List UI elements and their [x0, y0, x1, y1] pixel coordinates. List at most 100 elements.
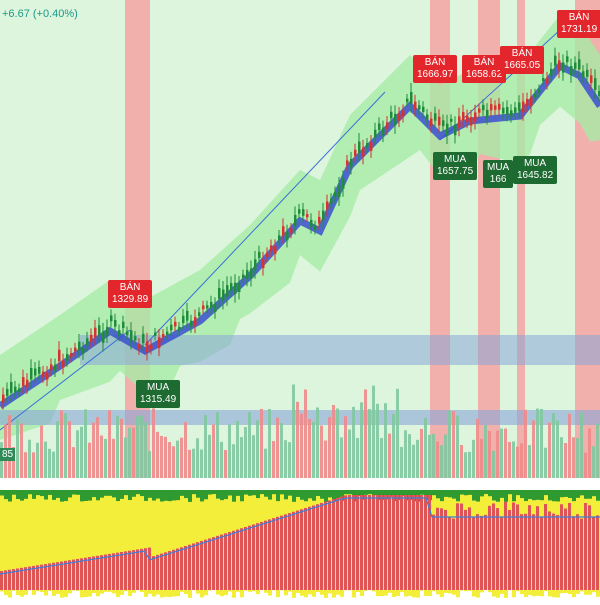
- volume-bar: [288, 442, 291, 478]
- osc-red: [352, 495, 355, 590]
- osc-red: [548, 511, 551, 590]
- osc-red: [264, 520, 267, 590]
- candle: [90, 334, 93, 342]
- volume-bar: [500, 428, 503, 478]
- osc-yellow: [56, 497, 60, 594]
- volume-bar: [520, 443, 523, 478]
- volume-bar: [56, 421, 59, 478]
- osc-red: [440, 508, 443, 590]
- candle: [258, 251, 261, 259]
- osc-yellow: [100, 497, 104, 594]
- volume-bar: [588, 428, 591, 478]
- osc-yellow: [60, 501, 64, 598]
- osc-red: [320, 502, 323, 590]
- volume-bar: [240, 437, 243, 478]
- osc-red: [200, 540, 203, 590]
- signal-price: 1315.49: [140, 394, 177, 405]
- candle: [502, 107, 505, 114]
- candle: [318, 216, 321, 224]
- volume-bar: [232, 444, 235, 478]
- osc-red: [540, 516, 543, 590]
- signal-price: 166: [489, 174, 507, 185]
- volume-bar: [372, 385, 375, 478]
- signal-side: MUA: [146, 382, 170, 393]
- candle: [38, 366, 41, 374]
- osc-red: [84, 557, 87, 590]
- volume-bar: [364, 389, 367, 478]
- candle: [222, 289, 225, 301]
- volume-bar: [516, 446, 519, 478]
- volume-bar: [488, 431, 491, 478]
- ma-ribbon: [0, 61, 600, 409]
- volume-bar: [376, 403, 379, 478]
- volume-bar: [104, 438, 107, 478]
- candle: [134, 336, 137, 341]
- volume-bar: [208, 434, 211, 478]
- candle: [578, 59, 581, 70]
- signal-price: 1665.05: [504, 60, 541, 71]
- volume-bar: [480, 438, 483, 478]
- osc-yellow: [68, 497, 72, 594]
- candle: [142, 333, 145, 344]
- osc-red: [368, 495, 371, 590]
- volume-bar: [512, 441, 515, 478]
- osc-yellow: [28, 494, 32, 591]
- osc-red: [360, 495, 363, 590]
- candle: [530, 96, 533, 107]
- osc-red: [28, 566, 31, 590]
- candle: [6, 388, 9, 396]
- signal-side: MUA: [523, 158, 547, 169]
- osc-red: [572, 516, 575, 590]
- osc-yellow: [120, 498, 124, 595]
- osc-red: [172, 549, 175, 590]
- volume-bar: [580, 412, 583, 478]
- osc-red: [448, 517, 451, 590]
- osc-red: [216, 535, 219, 590]
- volume-bar: [40, 425, 43, 478]
- osc-red: [124, 551, 127, 590]
- candle: [294, 214, 297, 226]
- candle: [338, 185, 341, 198]
- signal-side: BÁN: [511, 48, 533, 59]
- candle: [594, 78, 597, 90]
- volume-bar: [280, 423, 283, 478]
- volume-bar: [112, 438, 115, 478]
- candle: [238, 283, 241, 293]
- osc-yellow: [24, 498, 28, 595]
- osc-red: [96, 555, 99, 590]
- osc-red: [152, 556, 155, 590]
- candle: [262, 259, 265, 269]
- osc-red: [288, 513, 291, 590]
- osc-red: [260, 521, 263, 590]
- candle: [102, 331, 105, 343]
- volume-bar: [128, 427, 131, 478]
- volume-bar: [148, 451, 151, 478]
- volume-bar: [100, 435, 103, 478]
- signal-label: BÁN 1731.19: [557, 10, 600, 38]
- osc-yellow: [16, 499, 20, 596]
- volume-bar: [72, 447, 75, 478]
- osc-yellow: [44, 499, 48, 596]
- candle: [390, 111, 393, 119]
- osc-red: [268, 519, 271, 590]
- volume-bar: [96, 417, 99, 478]
- signal-price: 1731.19: [561, 24, 598, 35]
- volume-bar: [396, 388, 399, 478]
- signal-label: BÁN 1665.05: [500, 46, 545, 74]
- osc-red: [496, 508, 499, 590]
- candle: [346, 160, 349, 166]
- volume-bar: [160, 435, 163, 478]
- osc-red: [308, 506, 311, 590]
- candle: [486, 109, 489, 118]
- osc-red: [592, 517, 595, 590]
- volume-bar: [504, 428, 507, 478]
- osc-red: [428, 495, 431, 590]
- candle: [70, 353, 73, 358]
- osc-red: [424, 495, 427, 590]
- candle: [538, 89, 541, 93]
- volume-bar: [24, 452, 27, 478]
- osc-red: [16, 568, 19, 590]
- candle: [510, 110, 513, 117]
- osc-red: [176, 548, 179, 590]
- candle: [158, 337, 161, 348]
